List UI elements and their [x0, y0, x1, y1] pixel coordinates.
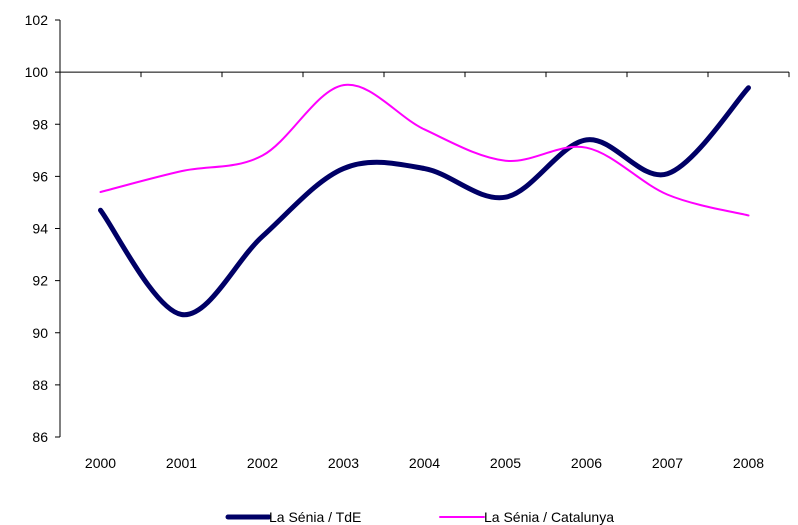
- x-tick-label: 2001: [166, 455, 197, 471]
- legend-label-1: La Sénia / TdE: [269, 509, 361, 525]
- series-lines: [101, 85, 749, 315]
- y-tick-label: 94: [32, 221, 48, 237]
- legend: La Sénia / TdE La Sénia / Catalunya: [228, 509, 614, 525]
- legend-label-2: La Sénia / Catalunya: [484, 509, 614, 525]
- x-tick-label: 2003: [328, 455, 359, 471]
- y-tick-label: 98: [32, 116, 48, 132]
- y-tick-label: 86: [32, 429, 48, 445]
- y-tick-label: 92: [32, 273, 48, 289]
- x-tick-label: 2006: [571, 455, 602, 471]
- x-tick-label: 2008: [733, 455, 764, 471]
- y-tick-label: 90: [32, 325, 48, 341]
- x-tick-label: 2004: [409, 455, 440, 471]
- x-axis: 2000 2001 2002 2003 2004 2005 2006 2007 2008: [60, 72, 789, 471]
- x-tick-label: 2002: [247, 455, 278, 471]
- y-tick-label: 102: [25, 12, 49, 28]
- y-tick-label: 96: [32, 168, 48, 184]
- y-tick-label: 88: [32, 377, 48, 393]
- y-tick-label: 100: [25, 64, 49, 80]
- x-tick-label: 2007: [652, 455, 683, 471]
- series-line-1: [101, 88, 749, 315]
- y-axis: 86 88 90 92 94 96 98 100 102: [25, 12, 60, 445]
- x-tick-label: 2000: [85, 455, 116, 471]
- x-tick-label: 2005: [490, 455, 521, 471]
- series-line-2: [101, 85, 749, 216]
